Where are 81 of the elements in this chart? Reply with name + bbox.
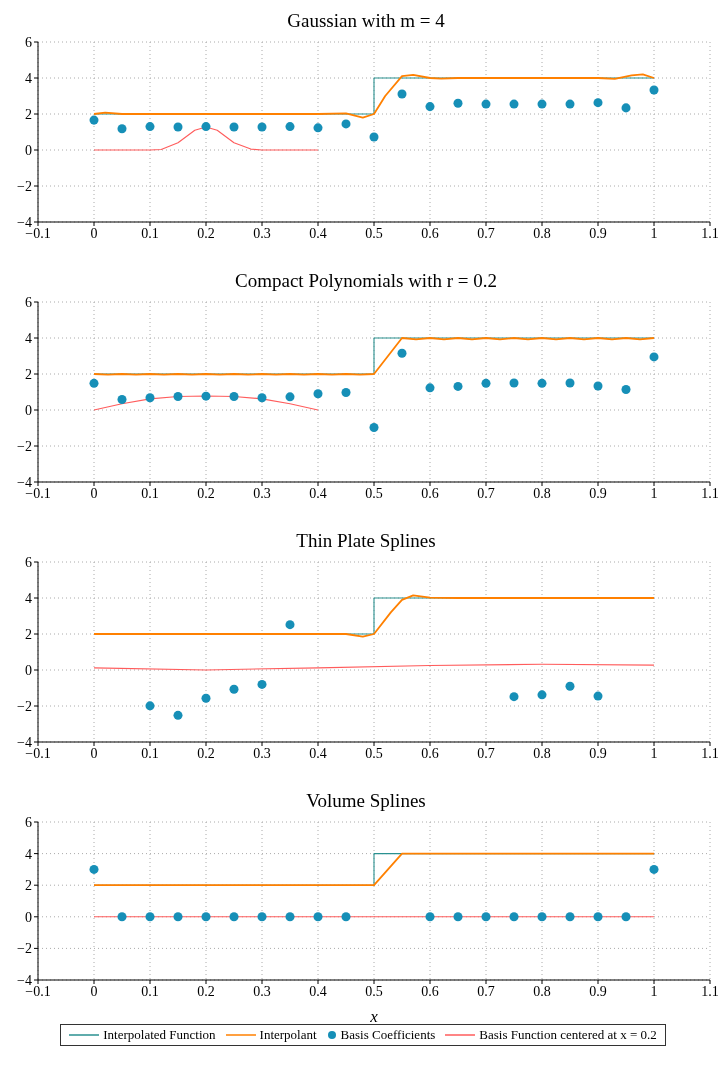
y-tick-label: −2: [17, 941, 32, 957]
x-tick-label: 1.1: [701, 485, 719, 501]
x-tick-label: 0.5: [365, 745, 383, 761]
x-tick-label: 0.3: [253, 983, 271, 999]
legend-label: Basis Function centered at x = 0.2: [479, 1027, 657, 1043]
x-tick-label: 0.5: [365, 225, 383, 241]
x-tick-label: 1: [650, 983, 658, 999]
x-tick-label: 0: [90, 983, 98, 999]
y-tick-label: 2: [25, 106, 32, 122]
x-tick-label: 0.4: [309, 983, 327, 999]
legend-label: Basis Coefficients: [340, 1027, 436, 1043]
x-tick-label: 0.3: [253, 225, 271, 241]
x-tick-label: 0.7: [477, 485, 495, 501]
y-tick-label: 2: [25, 366, 32, 382]
y-tick-label: 6: [25, 294, 32, 310]
x-tick-label: 0: [90, 745, 98, 761]
x-tick-label: 0: [90, 225, 98, 241]
x-tick-label: 0.5: [365, 983, 383, 999]
y-tick-label: 0: [25, 142, 32, 158]
x-tick-label: 0.8: [533, 983, 551, 999]
y-tick-label: 0: [25, 909, 32, 925]
x-tick-label: 0.3: [253, 485, 271, 501]
y-tick-label: −4: [17, 474, 32, 490]
y-tick-label: 6: [25, 814, 32, 830]
chart-title: Gaussian with m = 4: [286, 9, 446, 33]
y-tick-label: −4: [17, 214, 32, 230]
y-tick-label: 0: [25, 402, 32, 418]
x-tick-label: 0: [90, 485, 98, 501]
y-tick-label: 4: [25, 330, 32, 346]
x-tick-label: 0.7: [477, 983, 495, 999]
x-tick-label: 0.9: [589, 745, 607, 761]
y-tick-label: 6: [25, 34, 32, 50]
x-tick-label: 0.7: [477, 225, 495, 241]
x-tick-label: 1.1: [701, 983, 719, 999]
x-tick-label: 0.6: [421, 485, 439, 501]
y-tick-label: −2: [17, 438, 32, 454]
x-tick-label: 1: [650, 745, 658, 761]
x-tick-label: 1.1: [701, 225, 719, 241]
x-tick-label: 0.6: [421, 983, 439, 999]
x-tick-label: 0.7: [477, 745, 495, 761]
x-tick-label: 0.2: [197, 745, 215, 761]
legend-label: Interpolated Function: [103, 1027, 216, 1043]
x-tick-label: 0.6: [421, 225, 439, 241]
y-tick-label: 0: [25, 662, 32, 678]
y-tick-label: 2: [25, 626, 32, 642]
y-tick-label: 4: [25, 590, 32, 606]
x-tick-label: 1: [650, 225, 658, 241]
y-tick-label: −2: [17, 178, 32, 194]
x-tick-label: 0.2: [197, 485, 215, 501]
x-tick-label: 1.1: [701, 745, 719, 761]
y-tick-label: 6: [25, 554, 32, 570]
x-tick-label: 0.8: [533, 745, 551, 761]
x-tick-label: 1: [650, 485, 658, 501]
y-tick-label: −4: [17, 734, 32, 750]
x-tick-label: 0.2: [197, 225, 215, 241]
x-tick-label: 0.8: [533, 225, 551, 241]
x-tick-label: 0.3: [253, 745, 271, 761]
chart-title: Thin Plate Splines: [295, 529, 437, 553]
x-tick-label: 0.4: [309, 485, 327, 501]
x-tick-label: 0.4: [309, 745, 327, 761]
x-tick-label: 0.9: [589, 983, 607, 999]
y-tick-label: −2: [17, 698, 32, 714]
x-tick-label: 0.9: [589, 485, 607, 501]
x-axis-title: x: [369, 1007, 379, 1026]
x-tick-label: 0.2: [197, 983, 215, 999]
chart-title: Volume Splines: [305, 789, 427, 813]
x-tick-label: 0.4: [309, 225, 327, 241]
y-tick-label: 4: [25, 70, 32, 86]
x-tick-label: 0.9: [589, 225, 607, 241]
x-tick-label: 0.5: [365, 485, 383, 501]
x-tick-label: 0.1: [141, 745, 159, 761]
x-tick-label: 0.6: [421, 745, 439, 761]
x-tick-label: 0.1: [141, 225, 159, 241]
x-tick-label: 0.1: [141, 983, 159, 999]
x-tick-label: 0.1: [141, 485, 159, 501]
y-tick-label: −4: [17, 972, 32, 988]
y-tick-label: 2: [25, 878, 32, 894]
y-tick-label: 4: [25, 846, 32, 862]
chart-title: Compact Polynomials with r = 0.2: [234, 269, 498, 293]
x-tick-label: 0.8: [533, 485, 551, 501]
legend-label: Interpolant: [259, 1027, 317, 1043]
